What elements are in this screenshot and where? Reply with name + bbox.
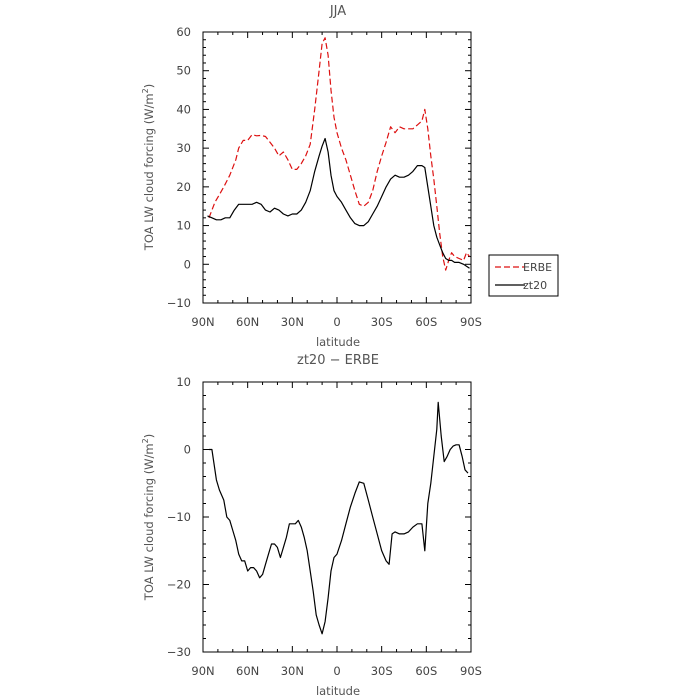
top-y-tick-label: 50 [176,64,191,78]
top-axis-ticks: 90N 60N 30N 0 30S 60S 90S −10 0 10 20 30 40 50 60 [167,25,482,329]
top-x-tick-label: 30S [371,315,393,329]
bottom-x-axis-label: latitude [316,684,360,698]
top-x-tick-label: 90N [191,315,214,329]
bottom-y-axis-label: TOA LW cloud forcing (W/m2) [141,434,156,601]
bottom-y-tick-label: 10 [176,375,191,389]
top-y-axis-label-main: TOA LW cloud forcing (W/m [142,93,156,251]
bottom-plot-frame [202,381,472,653]
top-series-line-zt20 [207,137,470,269]
top-y-axis-label: TOA LW cloud forcing (W/m2) [141,84,156,251]
bottom-y-tick-label: −10 [167,510,191,524]
top-x-tick-label: 90S [460,315,482,329]
top-y-tick-label: 60 [176,25,191,39]
bottom-x-tick-label: 0 [333,664,340,678]
bottom-panel: zt20 − ERBE 90N 60N 30N 0 30S 60S 90S −30 −20 −10… [141,353,482,698]
top-y-axis-label-close: ) [142,84,156,89]
top-y-tick-label: 40 [176,102,191,116]
legend: ERBE zt20 [488,254,559,297]
legend-label-zt20: zt20 [523,279,547,292]
bottom-axis-ticks: 90N 60N 30N 0 30S 60S 90S −30 −20 −10 0 10 [167,375,482,678]
bottom-y-tick-label: −20 [167,578,191,592]
bottom-chart-title: zt20 − ERBE [297,353,379,368]
bottom-x-tick-label: 60N [236,664,259,678]
bottom-y-axis-label-sup: 2 [141,438,150,443]
top-chart-title: JJA [329,4,346,19]
bottom-x-tick-label: 30S [371,664,393,678]
top-x-tick-label: 30N [281,315,304,329]
top-y-tick-label: 20 [176,180,191,194]
top-y-tick-label: −10 [167,296,191,310]
bottom-x-tick-label: 90S [460,664,482,678]
bottom-y-axis-label-close: ) [142,434,156,439]
top-panel: JJA 90N 60N 30N 0 30S 60S 90S−100102030405060 … [141,4,559,349]
bottom-x-tick-label: 30N [281,664,304,678]
top-y-tick-label: 30 [176,141,191,155]
bottom-x-tick-label: 60S [415,664,437,678]
bottom-y-tick-label: 0 [184,443,191,457]
top-y-tick-label: 10 [176,219,191,233]
legend-frame [488,254,559,297]
top-y-tick-label: 0 [184,257,191,271]
top-x-axis-label: latitude [316,335,360,349]
top-x-tick-label: 0 [333,315,340,329]
top-plot-frame [202,31,472,304]
bottom-series-line-diff [209,401,469,635]
top-y-axis-label-sup: 2 [141,88,150,93]
top-series-line-erbe [208,37,470,271]
top-x-tick-label: 60S [415,315,437,329]
legend-label-erbe: ERBE [523,261,552,274]
top-x-tick-label: 60N [236,315,259,329]
top-series-group [207,37,470,271]
bottom-y-tick-label: −30 [167,645,191,659]
bottom-series-group [209,401,469,635]
bottom-x-tick-label: 90N [191,664,214,678]
bottom-y-axis-label-main: TOA LW cloud forcing (W/m [142,443,156,601]
